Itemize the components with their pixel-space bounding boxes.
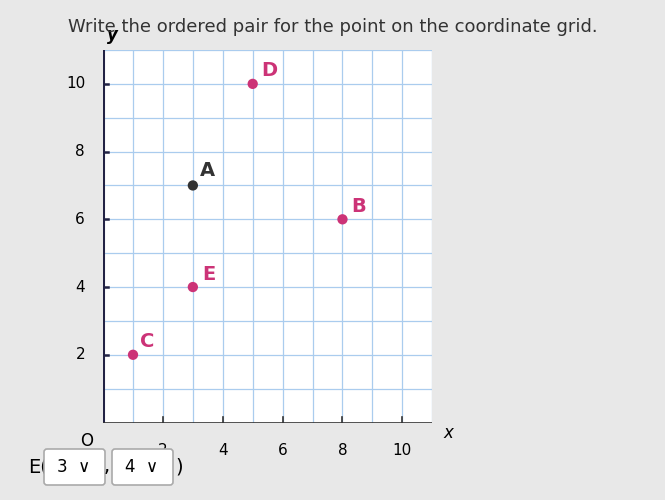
- Text: 4: 4: [76, 280, 85, 294]
- Text: Write the ordered pair for the point on the coordinate grid.: Write the ordered pair for the point on …: [68, 18, 597, 36]
- Text: 3  ∨: 3 ∨: [57, 458, 90, 476]
- Point: [188, 283, 198, 291]
- Point: [337, 216, 348, 224]
- FancyBboxPatch shape: [44, 449, 105, 485]
- Text: 10: 10: [66, 76, 85, 92]
- Text: E: E: [202, 264, 215, 283]
- Text: A: A: [200, 162, 215, 180]
- Point: [188, 182, 198, 190]
- Text: C: C: [140, 332, 155, 351]
- Text: 8: 8: [338, 443, 347, 458]
- Text: 6: 6: [75, 212, 85, 227]
- Text: 8: 8: [76, 144, 85, 159]
- Text: 10: 10: [393, 443, 412, 458]
- Point: [247, 80, 258, 88]
- Text: ): ): [175, 458, 183, 476]
- Text: O: O: [80, 432, 93, 450]
- Text: y: y: [106, 26, 118, 44]
- Text: B: B: [352, 197, 366, 216]
- Text: 2: 2: [158, 443, 168, 458]
- Text: 4  ∨: 4 ∨: [126, 458, 158, 476]
- Text: x: x: [444, 424, 454, 442]
- Point: [128, 351, 138, 359]
- Text: 6: 6: [278, 443, 287, 458]
- Text: D: D: [262, 62, 278, 80]
- Text: ,: ,: [104, 458, 110, 476]
- Text: E(: E(: [28, 458, 48, 476]
- Text: 4: 4: [218, 443, 227, 458]
- Text: 2: 2: [76, 348, 85, 362]
- FancyBboxPatch shape: [112, 449, 173, 485]
